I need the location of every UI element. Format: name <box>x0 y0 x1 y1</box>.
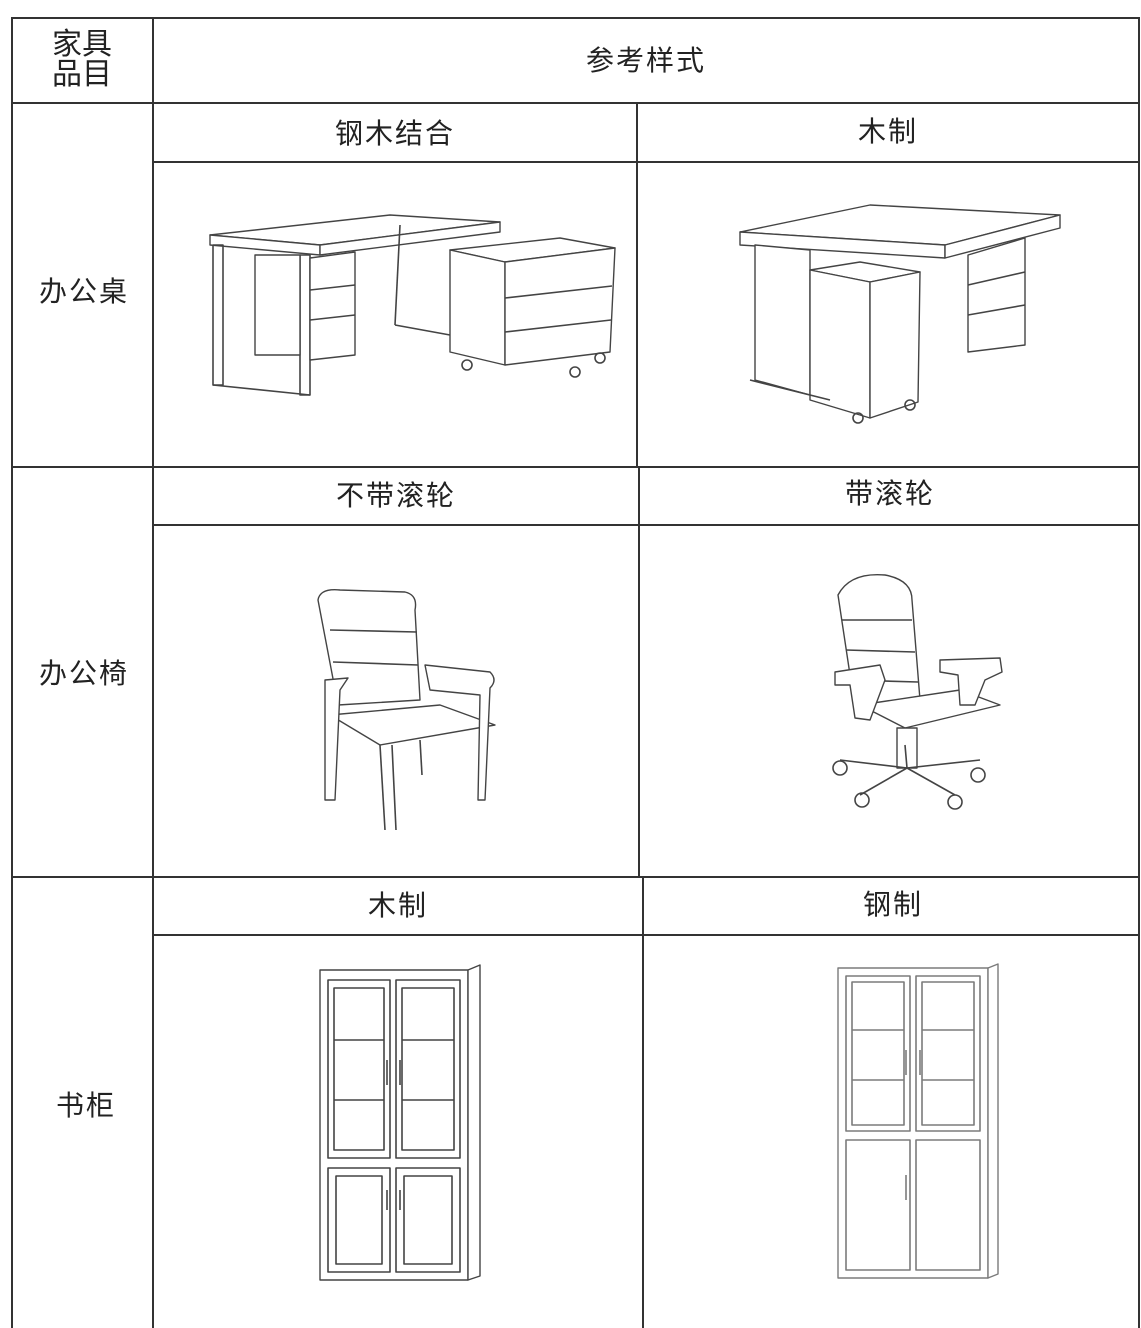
style-label: 钢木结合 <box>334 117 456 150</box>
row-item: 书柜 <box>55 1089 117 1122</box>
style-label: 不带滚轮 <box>335 479 457 512</box>
header-style: 参考样式 <box>585 44 707 77</box>
style-label: 木制 <box>857 115 919 148</box>
header-item-line: 品目 <box>52 57 112 92</box>
chair-sketch <box>317 589 496 831</box>
style-label: 木制 <box>367 889 429 922</box>
steel-cabinet-sketch <box>837 963 999 1279</box>
style-label: 带滚轮 <box>844 477 936 510</box>
wood-desk-sketch <box>739 204 1061 424</box>
wood-cabinet-sketch <box>319 964 481 1281</box>
table-grid <box>11 17 1140 1328</box>
steel-wood-desk-sketch <box>209 214 616 396</box>
row-item: 办公椅 <box>38 657 130 690</box>
header-item-line: 家具 <box>52 27 112 62</box>
swivel-chair-sketch <box>832 573 1003 810</box>
row-item: 办公桌 <box>38 275 130 308</box>
style-label: 钢制 <box>862 888 924 921</box>
